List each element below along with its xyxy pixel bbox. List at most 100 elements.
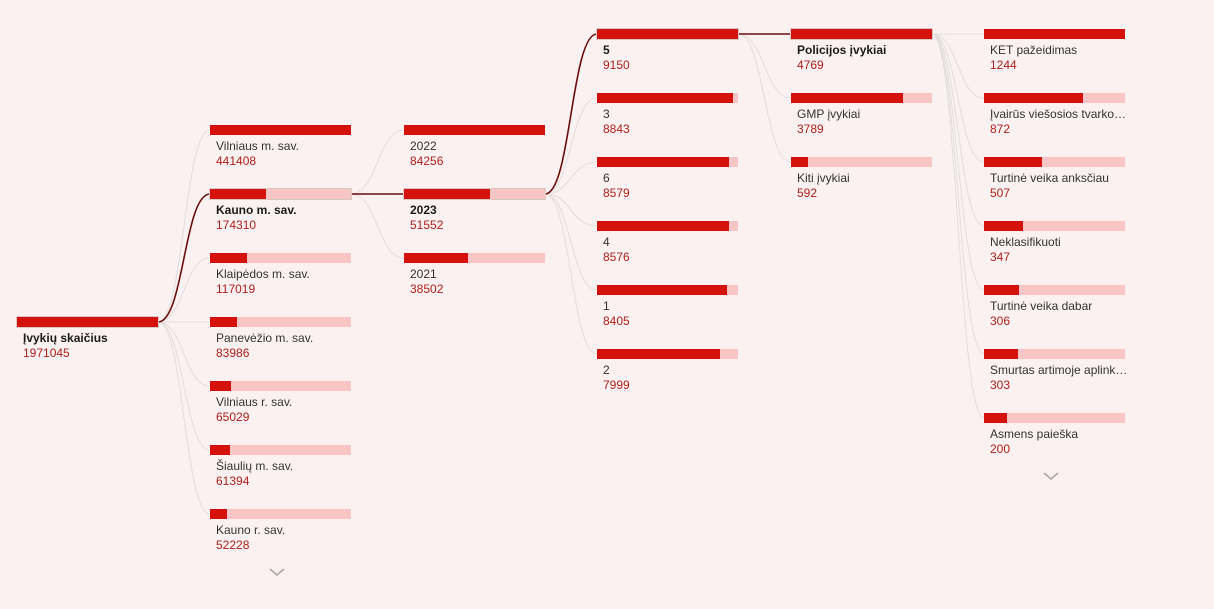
node-label: Šiaulių m. sav.	[216, 459, 294, 473]
node-value: 51552	[410, 218, 444, 232]
value-bar	[404, 253, 545, 263]
value-bar	[984, 285, 1125, 295]
chevron-down-icon[interactable]	[267, 565, 287, 579]
level-month-node[interactable]: 1 8405	[597, 285, 738, 328]
node-value: 347	[990, 250, 1011, 264]
connector-line	[931, 33, 985, 355]
connector-line	[931, 33, 985, 291]
node-label: 1	[603, 299, 610, 313]
node-value: 8843	[603, 122, 630, 136]
node-label: 5	[603, 43, 610, 57]
value-bar-fill	[404, 253, 469, 263]
node-label: Neklasifikuoti	[990, 235, 1061, 249]
connector-line	[544, 193, 598, 291]
node-label: 4	[603, 235, 610, 249]
level-municipality-node[interactable]: Panevėžio m. sav. 83986	[210, 317, 351, 360]
value-bar-fill	[984, 285, 1019, 295]
connector-line	[737, 33, 792, 163]
level-municipality-node[interactable]: Kauno r. sav. 52228	[210, 509, 351, 552]
connector-line	[157, 321, 211, 515]
value-bar-fill	[984, 221, 1024, 231]
level-category-node[interactable]: Turtinė veika dabar 306	[984, 285, 1125, 328]
value-bar-fill	[984, 157, 1042, 167]
value-bar-fill	[210, 445, 230, 455]
value-bar	[210, 317, 351, 327]
connector-line	[737, 33, 792, 99]
chevron-down-icon[interactable]	[1041, 469, 1061, 483]
node-value: 306	[990, 314, 1011, 328]
value-bar-fill	[791, 157, 809, 167]
value-bar-fill	[984, 413, 1007, 423]
value-bar-fill	[597, 93, 734, 103]
level-municipality-node[interactable]: Klaipėdos m. sav. 117019	[210, 253, 351, 296]
node-value: 117019	[216, 282, 256, 296]
value-bar	[403, 188, 546, 200]
value-bar	[16, 316, 159, 328]
connector-line	[350, 193, 405, 259]
level-municipality-node[interactable]: Vilniaus r. sav. 65029	[210, 381, 351, 424]
value-bar	[984, 157, 1125, 167]
node-label: 2023	[410, 203, 437, 217]
node-value: 9150	[603, 58, 630, 72]
node-value: 1971045	[23, 346, 70, 360]
node-value: 200	[990, 442, 1011, 456]
connector-line	[931, 33, 985, 99]
connector-line	[931, 33, 985, 163]
level-category-node[interactable]: Neklasifikuoti 347	[984, 221, 1125, 264]
level-municipality-node[interactable]: Šiaulių m. sav. 61394	[210, 445, 351, 488]
level-month-node[interactable]: 6 8579	[597, 157, 738, 200]
level-year-node[interactable]: 2022 84256	[404, 125, 545, 168]
level-category-node[interactable]: Turtinė veika anksčiau 507	[984, 157, 1125, 200]
value-bar-fill	[210, 189, 266, 199]
node-label: 2022	[410, 139, 437, 153]
value-bar	[596, 28, 739, 40]
node-value: 52228	[216, 538, 250, 552]
level-category-node[interactable]: Įvairūs viešosios tvarkos pažeidimai872	[984, 93, 1129, 136]
node-label: Kauno r. sav.	[216, 523, 286, 537]
node-value: 1244	[990, 58, 1017, 72]
node-value: 7999	[603, 378, 630, 392]
level-municipality-node[interactable]: Vilniaus m. sav. 441408	[210, 125, 351, 168]
node-label: 2021	[410, 267, 437, 281]
level-month-node[interactable]: 2 7999	[597, 349, 738, 392]
connector-line	[350, 129, 405, 195]
node-label: Kiti įvykiai	[797, 171, 850, 185]
node-value: 4769	[797, 58, 824, 72]
level-source-node[interactable]: Kiti įvykiai 592	[791, 157, 932, 200]
value-bar	[210, 445, 351, 455]
node-value: 872	[990, 122, 1011, 136]
level-source-node[interactable]: Policijos įvykiai 4769	[790, 28, 933, 72]
node-label: 6	[603, 171, 610, 185]
level-municipality-node[interactable]: Kauno m. sav. 174310	[209, 188, 352, 232]
value-bar	[791, 93, 932, 103]
level-source-node[interactable]: GMP įvykiai 3789	[791, 93, 932, 136]
connector-line	[544, 193, 598, 355]
value-bar-fill	[404, 125, 545, 135]
value-bar-fill	[791, 93, 903, 103]
value-bar	[984, 413, 1125, 423]
connector-line	[157, 257, 211, 323]
value-bar-fill	[210, 253, 248, 263]
level-month-node[interactable]: 5 9150	[596, 28, 739, 72]
value-bar-fill	[984, 93, 1083, 103]
node-value: 61394	[216, 474, 250, 488]
level-total-node[interactable]: Įvykių skaičius 1971045	[16, 316, 159, 360]
node-label: 2	[603, 363, 610, 377]
level-category-node[interactable]: Asmens paieška 200	[984, 413, 1125, 456]
node-label: GMP įvykiai	[797, 107, 861, 121]
value-bar	[984, 29, 1125, 39]
level-year-node[interactable]: 2021 38502	[404, 253, 545, 296]
node-value: 441408	[216, 154, 257, 168]
node-label: Policijos įvykiai	[797, 43, 887, 57]
level-category-node[interactable]: Smurtas artimoje aplinkoje 303	[984, 349, 1129, 392]
level-month-node[interactable]: 4 8576	[597, 221, 738, 264]
value-bar-fill	[404, 189, 491, 199]
level-month-node[interactable]: 3 8843	[597, 93, 738, 136]
value-bar-fill	[210, 381, 231, 391]
value-bar	[404, 125, 545, 135]
value-bar	[790, 28, 933, 40]
value-bar-fill	[17, 317, 158, 327]
level-category-node[interactable]: KET pažeidimas 1244	[984, 29, 1125, 72]
node-label: Turtinė veika anksčiau	[990, 171, 1109, 185]
level-year-node[interactable]: 2023 51552	[403, 188, 546, 232]
